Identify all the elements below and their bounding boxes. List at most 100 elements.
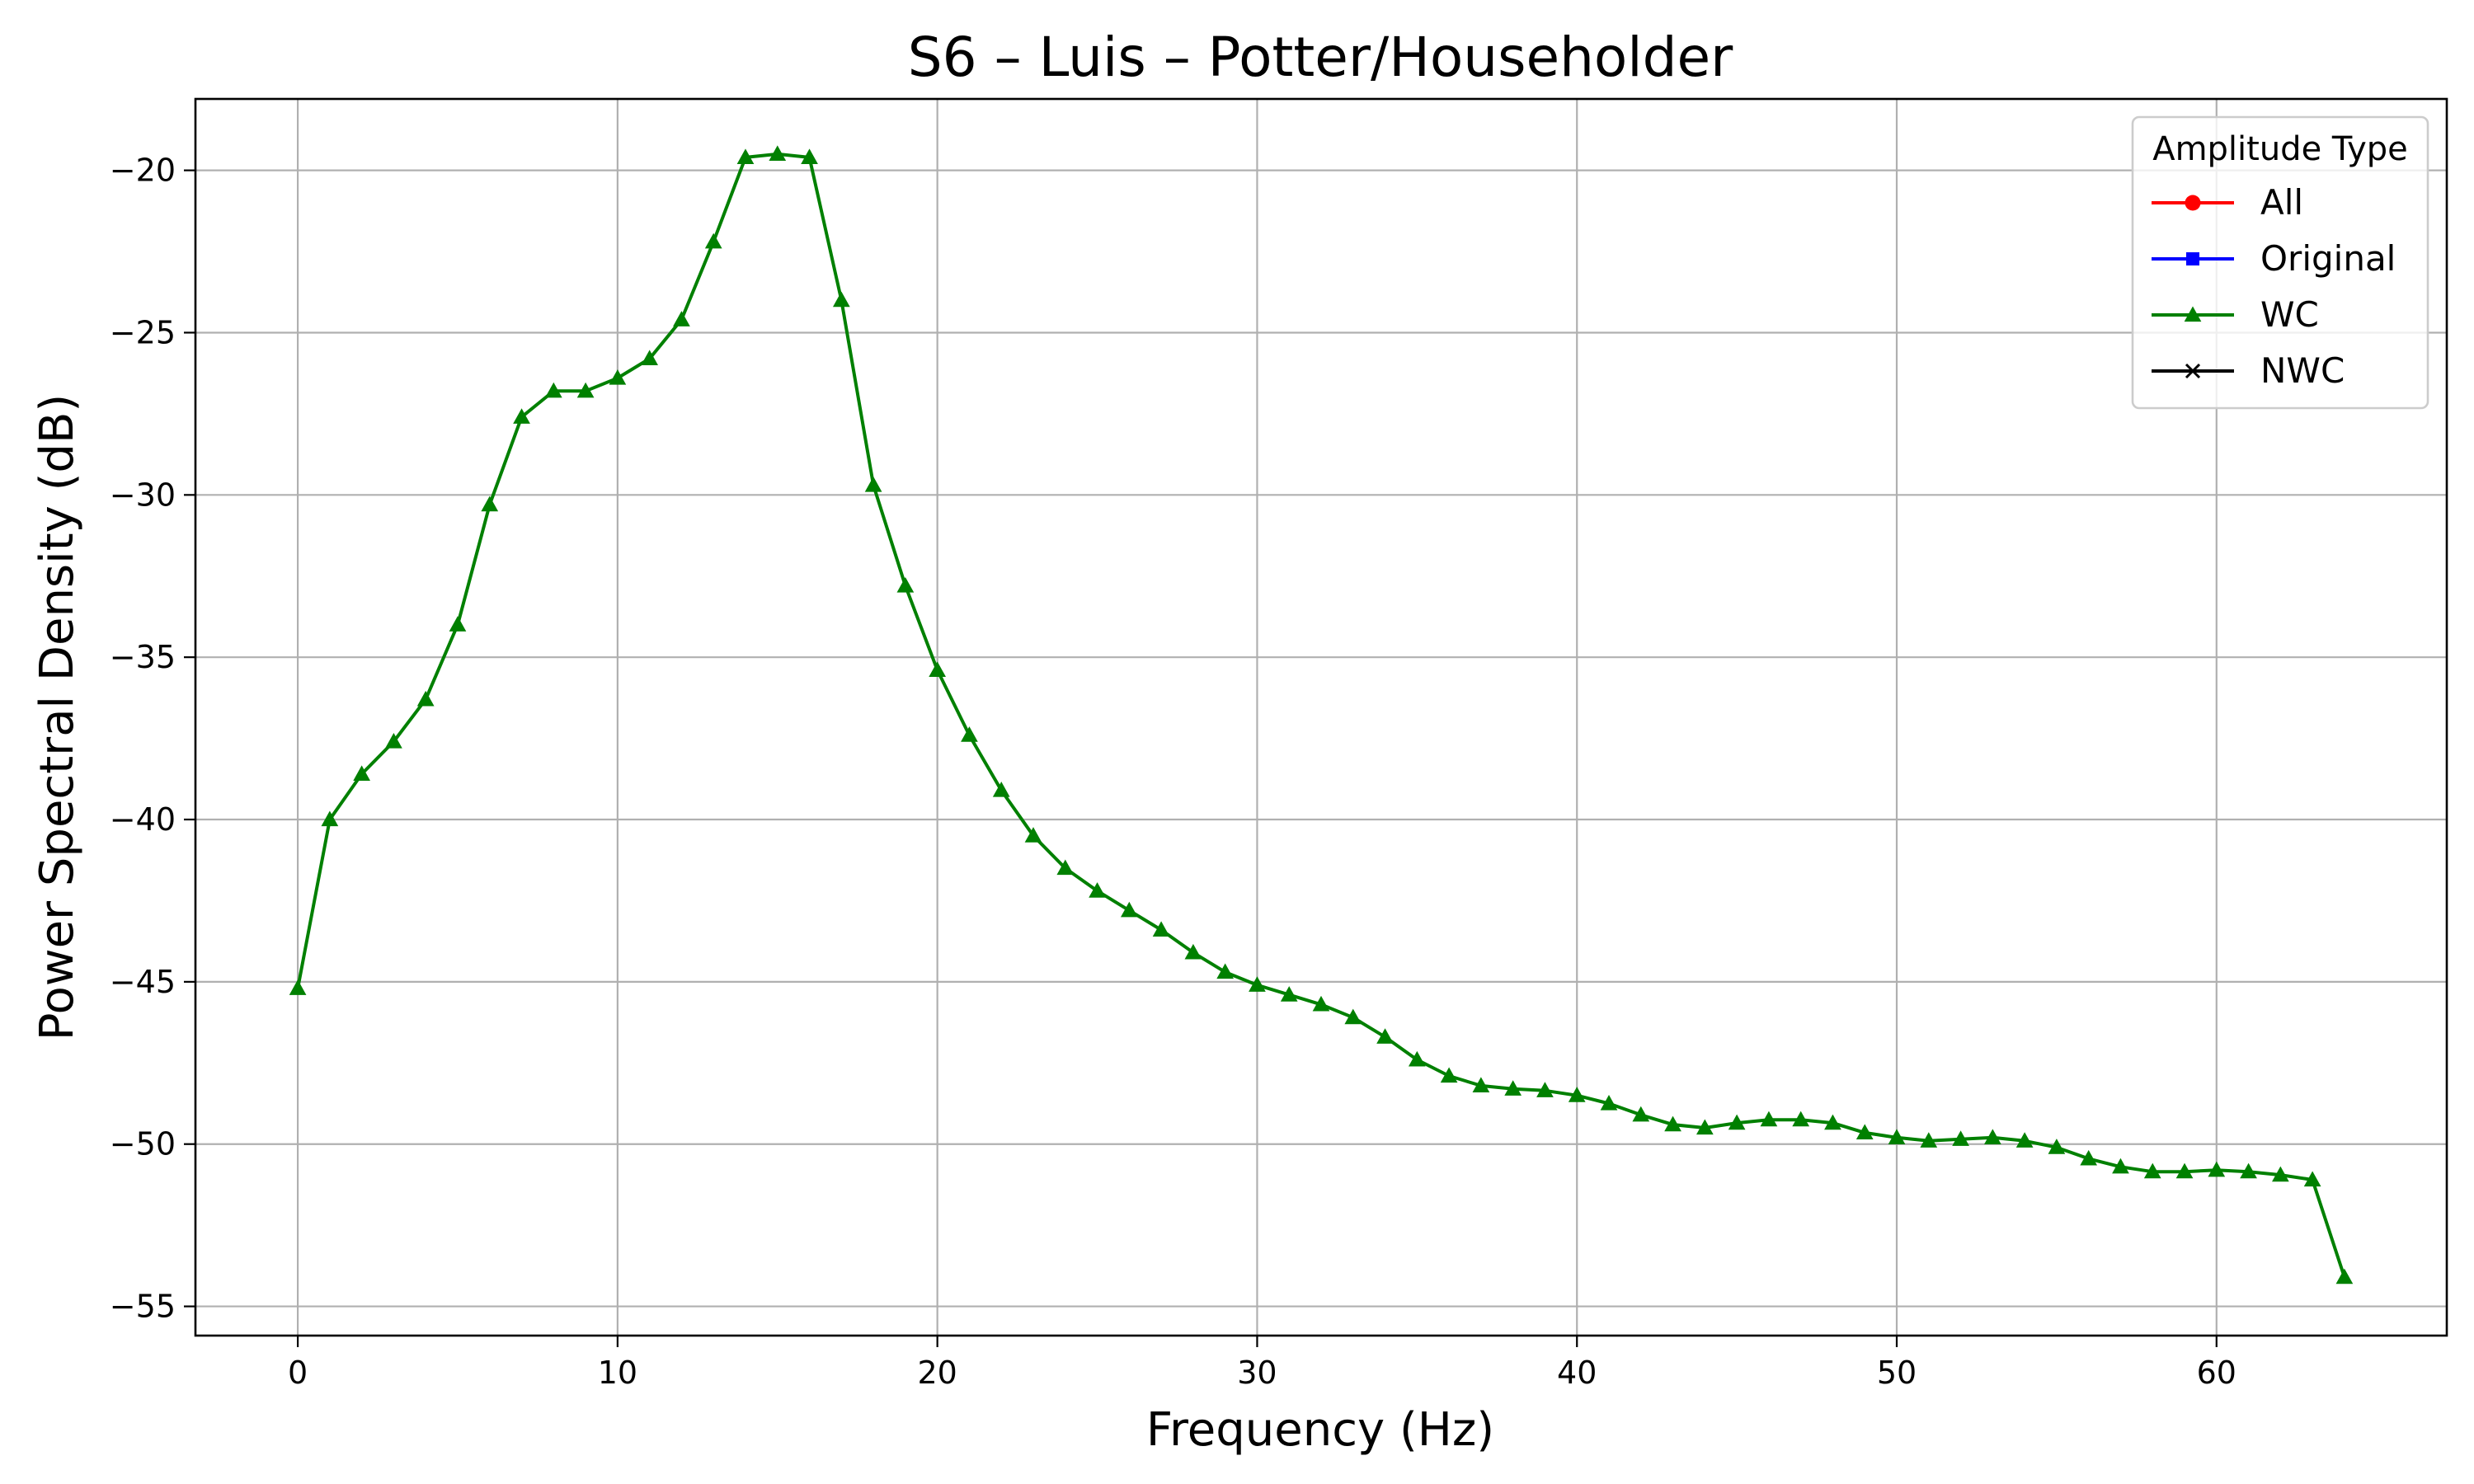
data-point xyxy=(864,476,882,492)
data-point xyxy=(1792,1111,1810,1127)
data-point xyxy=(1089,882,1106,898)
legend-box xyxy=(2131,115,2429,410)
data-point xyxy=(704,232,722,249)
y-axis-label: Power Spectral Density (dB) xyxy=(31,394,84,1040)
data-point xyxy=(1344,1008,1362,1025)
y-tick-label: −20 xyxy=(110,153,176,189)
data-point xyxy=(1024,827,1042,843)
data-point xyxy=(353,765,370,781)
data-point xyxy=(2175,1162,2194,1179)
x-axis: 0 10 20 30 40 50 60 xyxy=(288,1336,2236,1391)
data-point xyxy=(1056,859,1075,876)
data-point xyxy=(961,726,978,742)
data-point xyxy=(2080,1149,2098,1166)
data-point xyxy=(1568,1087,1586,1102)
y-tick-label: −55 xyxy=(110,1289,176,1325)
data-point xyxy=(673,311,690,326)
data-point xyxy=(513,408,530,424)
data-point xyxy=(2015,1132,2034,1148)
y-tick-label: −45 xyxy=(110,964,176,1000)
legend: Amplitude Type All Original WC NWC xyxy=(2131,115,2429,410)
data-point xyxy=(1856,1124,1874,1140)
data-point xyxy=(609,369,627,385)
data-point xyxy=(896,577,915,593)
data-point xyxy=(1312,995,1330,1012)
data-point xyxy=(1696,1119,1714,1135)
legend-entry-all: All xyxy=(2152,182,2303,223)
data-point xyxy=(1632,1106,1650,1122)
data-point xyxy=(1216,963,1235,979)
data-point xyxy=(2143,1162,2161,1179)
legend-label: Original xyxy=(2260,238,2396,279)
data-point xyxy=(1888,1129,1906,1144)
x-tick-label: 10 xyxy=(598,1355,637,1391)
data-point xyxy=(449,616,467,632)
y-tick-label: −50 xyxy=(110,1126,176,1162)
data-point xyxy=(1184,943,1202,960)
data-point xyxy=(641,350,659,366)
x-tick-label: 50 xyxy=(1877,1355,1917,1391)
data-point xyxy=(1408,1050,1426,1067)
data-point xyxy=(1120,901,1138,918)
legend-entries: All Original WC NWC xyxy=(2152,182,2396,391)
data-point xyxy=(801,148,818,164)
data-point xyxy=(2208,1161,2226,1177)
x-tick-label: 30 xyxy=(1237,1355,1277,1391)
data-point xyxy=(1504,1080,1522,1096)
data-point xyxy=(1664,1115,1681,1132)
legend-marker xyxy=(2186,252,2199,265)
legend-label: All xyxy=(2260,182,2303,223)
data-point xyxy=(1824,1114,1841,1130)
data-point xyxy=(929,661,947,678)
y-tick-label: −35 xyxy=(110,639,176,675)
grid xyxy=(195,99,2447,1336)
data-point xyxy=(416,690,435,707)
data-point xyxy=(992,782,1010,797)
data-point xyxy=(1440,1067,1458,1083)
legend-entry-original: Original xyxy=(2152,238,2396,279)
data-point xyxy=(832,291,850,308)
legend-marker xyxy=(2185,363,2201,379)
chart-title: S6 – Luis – Potter/Householder xyxy=(908,26,1733,89)
data-point xyxy=(1983,1129,2001,1144)
series-line-wc xyxy=(296,152,2346,1278)
data-point xyxy=(736,148,755,164)
data-point xyxy=(1760,1111,1778,1127)
data-point xyxy=(2240,1162,2257,1179)
data-point xyxy=(1728,1114,1746,1130)
data-point xyxy=(769,145,787,162)
legend-entry-wc: WC xyxy=(2152,294,2319,335)
data-point xyxy=(2048,1139,2066,1154)
data-point xyxy=(2112,1158,2129,1174)
legend-entry-nwc: NWC xyxy=(2152,350,2345,391)
data-point xyxy=(1600,1094,1618,1111)
legend-marker xyxy=(2184,306,2202,322)
x-tick-label: 20 xyxy=(917,1355,957,1391)
y-tick-label: −25 xyxy=(110,314,176,350)
data-point xyxy=(2335,1268,2354,1284)
data-point xyxy=(576,382,595,398)
legend-label: WC xyxy=(2260,294,2319,335)
data-point xyxy=(321,810,339,827)
y-axis: −20 −25 −30 −35 −40 −45 −50 −55 xyxy=(110,153,195,1325)
series-layer xyxy=(289,145,2354,1284)
data-point xyxy=(1249,976,1266,992)
data-point xyxy=(544,382,562,398)
data-point xyxy=(1536,1082,1554,1097)
data-point xyxy=(1376,1028,1394,1044)
x-axis-label: Frequency (Hz) xyxy=(1146,1403,1494,1457)
data-point xyxy=(289,979,307,995)
data-point xyxy=(481,495,499,512)
x-tick-label: 40 xyxy=(1557,1355,1597,1391)
data-point xyxy=(1920,1132,1938,1148)
legend-label: NWC xyxy=(2260,350,2345,391)
data-point xyxy=(2272,1166,2289,1182)
data-point xyxy=(2303,1171,2321,1187)
data-point xyxy=(1152,921,1170,937)
legend-marker xyxy=(2185,195,2201,211)
data-point xyxy=(1280,986,1298,1002)
plot-frame xyxy=(194,97,2448,1337)
x-tick-label: 60 xyxy=(2197,1355,2236,1391)
x-tick-label: 0 xyxy=(288,1355,308,1391)
